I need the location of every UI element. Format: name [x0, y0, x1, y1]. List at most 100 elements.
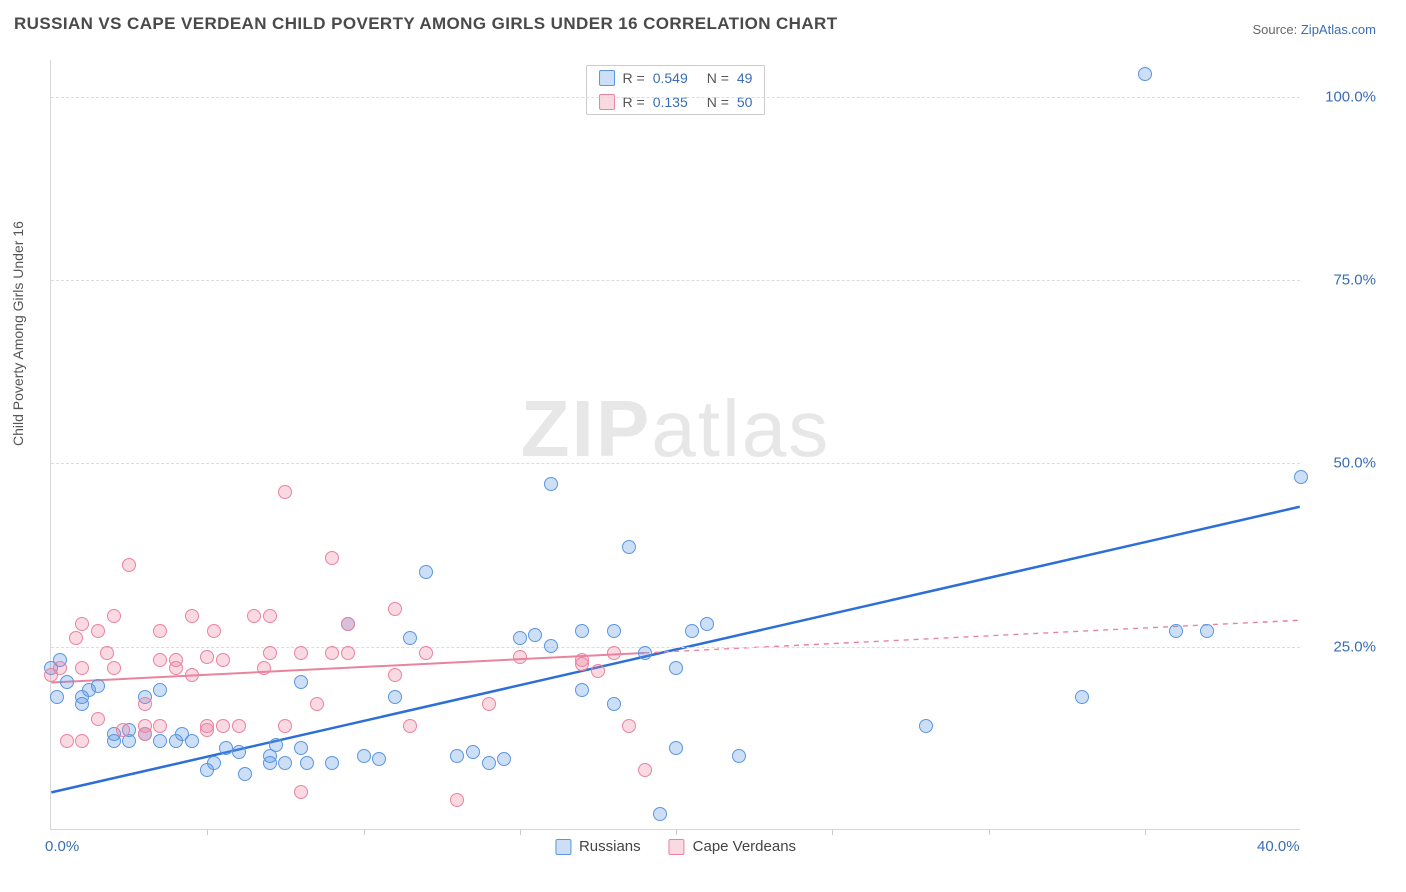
- data-point: [200, 723, 214, 737]
- data-point: [216, 653, 230, 667]
- data-point: [669, 741, 683, 755]
- x-tick-mark: [364, 829, 365, 835]
- data-point: [575, 657, 589, 671]
- source-link[interactable]: ZipAtlas.com: [1301, 22, 1376, 37]
- data-point: [513, 650, 527, 664]
- data-point: [153, 653, 167, 667]
- data-point: [153, 683, 167, 697]
- legend-series-label: Cape Verdeans: [693, 838, 796, 855]
- x-tick-mark: [832, 829, 833, 835]
- data-point: [325, 756, 339, 770]
- data-point: [388, 668, 402, 682]
- y-tick-label: 25.0%: [1333, 638, 1376, 655]
- data-point: [69, 631, 83, 645]
- legend-n-label: N =: [707, 70, 729, 86]
- data-point: [607, 646, 621, 660]
- data-point: [388, 602, 402, 616]
- data-point: [450, 749, 464, 763]
- data-point: [1169, 624, 1183, 638]
- data-point: [138, 727, 152, 741]
- data-point: [200, 650, 214, 664]
- data-point: [1138, 67, 1152, 81]
- data-point: [700, 617, 714, 631]
- data-point: [294, 675, 308, 689]
- data-point: [732, 749, 746, 763]
- data-point: [185, 609, 199, 623]
- x-tick-mark: [989, 829, 990, 835]
- data-point: [919, 719, 933, 733]
- data-point: [263, 646, 277, 660]
- y-tick-label: 75.0%: [1333, 272, 1376, 289]
- series-legend: Russians Cape Verdeans: [555, 838, 796, 855]
- data-point: [325, 646, 339, 660]
- legend-swatch: [669, 839, 685, 855]
- data-point: [388, 690, 402, 704]
- data-point: [185, 668, 199, 682]
- data-point: [638, 646, 652, 660]
- data-point: [544, 477, 558, 491]
- data-point: [294, 741, 308, 755]
- data-point: [638, 763, 652, 777]
- data-point: [357, 749, 371, 763]
- data-point: [1294, 470, 1308, 484]
- data-point: [300, 756, 314, 770]
- data-point: [278, 485, 292, 499]
- x-tick-mark: [1145, 829, 1146, 835]
- data-point: [153, 719, 167, 733]
- correlation-legend: R =0.549N =49R =0.135N =50: [586, 65, 766, 115]
- data-point: [238, 767, 252, 781]
- data-point: [419, 565, 433, 579]
- x-tick-mark: [520, 829, 521, 835]
- data-point: [216, 719, 230, 733]
- data-point: [257, 661, 271, 675]
- data-point: [482, 756, 496, 770]
- legend-row: R =0.135N =50: [587, 90, 765, 114]
- legend-series-item: Russians: [555, 838, 641, 855]
- data-point: [1200, 624, 1214, 638]
- data-point: [232, 745, 246, 759]
- data-point: [653, 807, 667, 821]
- x-tick-label: 40.0%: [1257, 838, 1300, 855]
- data-point: [107, 609, 121, 623]
- data-point: [575, 683, 589, 697]
- data-point: [185, 734, 199, 748]
- x-tick-label: 0.0%: [45, 838, 79, 855]
- data-point: [544, 639, 558, 653]
- chart-title: RUSSIAN VS CAPE VERDEAN CHILD POVERTY AM…: [14, 14, 838, 34]
- data-point: [53, 661, 67, 675]
- grid-line: [51, 463, 1300, 464]
- data-point: [75, 734, 89, 748]
- data-point: [685, 624, 699, 638]
- data-point: [75, 661, 89, 675]
- data-point: [232, 719, 246, 733]
- chart-plot-area: ZIPatlas R =0.549N =49R =0.135N =50 Russ…: [50, 60, 1300, 830]
- data-point: [75, 617, 89, 631]
- data-point: [207, 624, 221, 638]
- legend-series-item: Cape Verdeans: [669, 838, 796, 855]
- grid-line: [51, 97, 1300, 98]
- y-axis-label: Child Poverty Among Girls Under 16: [10, 221, 26, 446]
- data-point: [60, 675, 74, 689]
- legend-swatch: [599, 70, 615, 86]
- data-point: [50, 690, 64, 704]
- data-point: [138, 697, 152, 711]
- data-point: [482, 697, 496, 711]
- data-point: [153, 734, 167, 748]
- legend-n-value: 49: [737, 70, 753, 86]
- data-point: [341, 617, 355, 631]
- legend-row: R =0.549N =49: [587, 66, 765, 90]
- trend-lines-layer: [51, 60, 1300, 829]
- data-point: [263, 609, 277, 623]
- data-point: [513, 631, 527, 645]
- data-point: [591, 664, 605, 678]
- data-point: [269, 738, 283, 752]
- data-point: [310, 697, 324, 711]
- data-point: [450, 793, 464, 807]
- data-point: [419, 646, 433, 660]
- data-point: [372, 752, 386, 766]
- data-point: [497, 752, 511, 766]
- data-point: [294, 785, 308, 799]
- y-tick-label: 50.0%: [1333, 455, 1376, 472]
- legend-series-label: Russians: [579, 838, 641, 855]
- data-point: [1075, 690, 1089, 704]
